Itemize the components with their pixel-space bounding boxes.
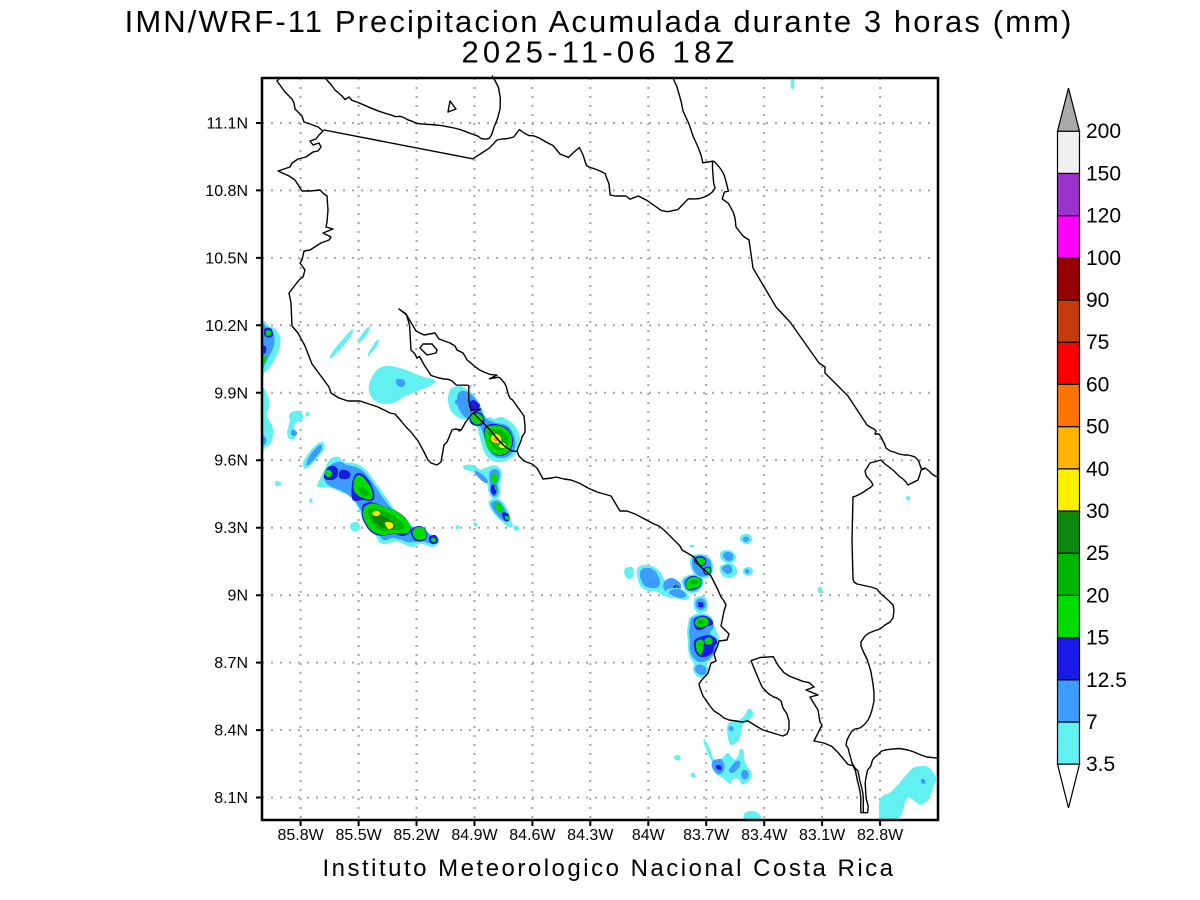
svg-text:10.8N: 10.8N <box>205 183 248 200</box>
svg-text:60: 60 <box>1086 373 1109 396</box>
svg-text:85.5W: 85.5W <box>335 827 382 844</box>
svg-text:84.3W: 84.3W <box>567 827 614 844</box>
svg-text:40: 40 <box>1086 458 1109 481</box>
svg-text:2025-11-06 18Z: 2025-11-06 18Z <box>461 35 738 70</box>
svg-text:100: 100 <box>1086 247 1121 270</box>
svg-text:83.7W: 83.7W <box>683 827 730 844</box>
svg-text:85.8W: 85.8W <box>277 827 324 844</box>
svg-text:8.1N: 8.1N <box>214 790 248 807</box>
svg-text:8.7N: 8.7N <box>214 655 248 672</box>
svg-text:10.2N: 10.2N <box>205 318 248 335</box>
svg-text:9.6N: 9.6N <box>214 453 248 470</box>
svg-text:50: 50 <box>1086 416 1109 439</box>
svg-text:9.9N: 9.9N <box>214 385 248 402</box>
svg-text:11.1N: 11.1N <box>206 116 248 133</box>
svg-text:150: 150 <box>1086 162 1121 185</box>
svg-text:20: 20 <box>1086 584 1109 607</box>
svg-text:83.1W: 83.1W <box>799 827 846 844</box>
svg-text:25: 25 <box>1086 542 1109 565</box>
svg-text:12.5: 12.5 <box>1086 669 1127 692</box>
svg-text:8.4N: 8.4N <box>214 723 248 740</box>
svg-text:15: 15 <box>1086 627 1109 650</box>
svg-text:83.4W: 83.4W <box>741 827 788 844</box>
svg-text:84W: 84W <box>632 827 666 844</box>
svg-text:82.8W: 82.8W <box>857 827 904 844</box>
svg-text:9.3N: 9.3N <box>214 520 248 537</box>
svg-text:84.6W: 84.6W <box>509 827 556 844</box>
svg-text:85.2W: 85.2W <box>393 827 440 844</box>
svg-text:30: 30 <box>1086 500 1109 523</box>
svg-text:3.5: 3.5 <box>1086 753 1115 776</box>
svg-text:90: 90 <box>1086 289 1109 312</box>
svg-text:120: 120 <box>1086 205 1121 228</box>
svg-text:IMN/WRF-11 Precipitacion Acumu: IMN/WRF-11 Precipitacion Acumulada duran… <box>125 4 1074 39</box>
svg-text:84.9W: 84.9W <box>451 827 498 844</box>
svg-text:7: 7 <box>1086 711 1098 734</box>
svg-text:10.5N: 10.5N <box>205 250 248 267</box>
svg-text:Instituto Meteorologico Nacion: Instituto Meteorologico Nacional Costa R… <box>322 855 895 882</box>
svg-text:75: 75 <box>1086 331 1109 354</box>
svg-text:200: 200 <box>1086 120 1121 143</box>
svg-text:9N: 9N <box>228 588 248 605</box>
